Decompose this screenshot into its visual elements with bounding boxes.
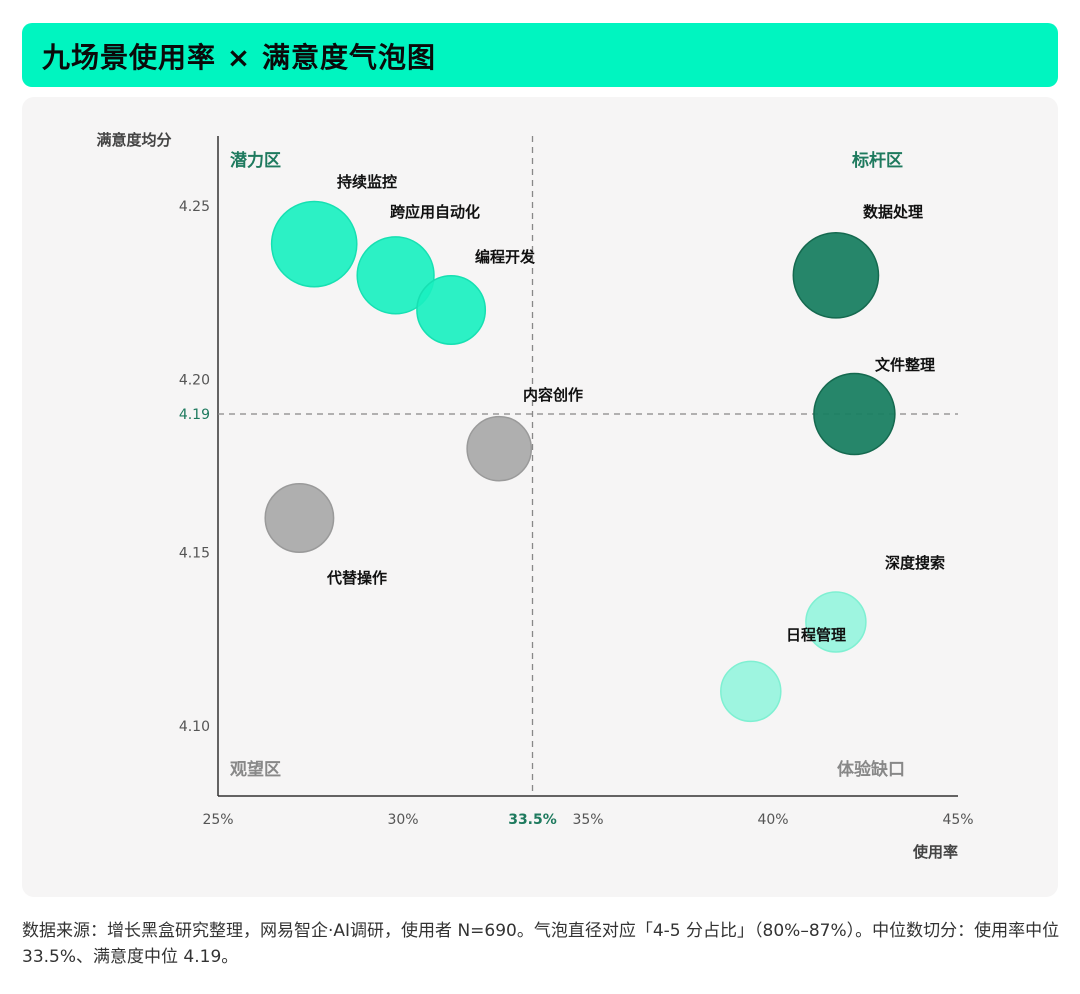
title-bar: 九场景使用率 × 满意度气泡图	[22, 23, 1058, 87]
quadrant-label-watch: 观望区	[229, 759, 281, 780]
page-title: 九场景使用率 × 满意度气泡图	[42, 41, 436, 74]
bubble-label: 内容创作	[523, 386, 583, 404]
y-tick-label: 4.10	[179, 719, 210, 735]
x-axis-title: 使用率	[912, 843, 958, 861]
x-tick-label: 30%	[387, 812, 418, 828]
bubble	[356, 236, 435, 315]
bubble	[270, 200, 358, 288]
bubble	[720, 660, 782, 723]
quadrant-label-gap: 体验缺口	[837, 759, 905, 780]
quadrant-label-potential: 潜力区	[230, 150, 281, 171]
median-x-label: 33.5%	[508, 812, 557, 828]
x-tick-label: 45%	[942, 812, 973, 828]
median-y-label: 4.19	[179, 407, 210, 423]
bubbles-layer	[264, 200, 896, 723]
bubble-label: 代替操作	[326, 569, 387, 587]
bubble	[792, 231, 880, 319]
bubble-label: 深度搜索	[885, 554, 945, 572]
x-tick-label: 35%	[572, 812, 603, 828]
y-tick-label: 4.25	[179, 199, 210, 215]
bubble-label: 跨应用自动化	[390, 203, 480, 221]
y-axis-title: 满意度均分	[96, 131, 171, 149]
bubble-label: 持续监控	[337, 173, 397, 191]
bubble	[416, 275, 487, 345]
bubble-label: 数据处理	[863, 203, 923, 221]
bubble	[264, 483, 335, 553]
x-tick-label: 40%	[757, 812, 788, 828]
bubble	[813, 372, 896, 456]
bubble-label: 编程开发	[475, 248, 536, 266]
y-tick-label: 4.15	[179, 546, 210, 562]
y-tick-label: 4.20	[179, 372, 210, 388]
bubble-label: 文件整理	[875, 356, 935, 374]
bubble	[466, 415, 533, 482]
x-tick-label: 25%	[202, 812, 233, 828]
source-note: 数据来源：增长黑盒研究整理，网易智企·AI调研，使用者 N=690。气泡直径对应…	[22, 921, 1060, 967]
bubble-label: 日程管理	[786, 626, 846, 644]
bubble	[805, 591, 867, 653]
chart-panel	[22, 97, 1058, 897]
quadrant-label-benchmark: 标杆区	[852, 150, 903, 171]
